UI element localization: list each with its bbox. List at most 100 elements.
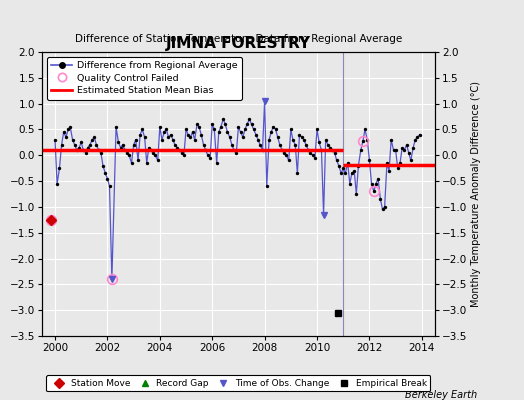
Point	[334, 162, 343, 169]
Point	[200, 142, 208, 148]
Point	[201, 147, 210, 153]
Point	[376, 196, 385, 202]
Title: JIMNA FORESTRY: JIMNA FORESTRY	[166, 36, 311, 51]
Point	[51, 136, 59, 143]
Point	[116, 144, 125, 151]
Point	[331, 150, 339, 156]
Point	[304, 147, 312, 153]
Point	[236, 129, 245, 135]
Point	[400, 147, 408, 153]
Y-axis label: Monthly Temperature Anomaly Difference (°C): Monthly Temperature Anomaly Difference (…	[472, 81, 482, 307]
Point	[300, 136, 308, 143]
Point	[156, 124, 164, 130]
Point	[276, 142, 284, 148]
Point	[173, 144, 181, 151]
Point	[118, 142, 127, 148]
Point	[62, 134, 70, 140]
Point	[154, 157, 162, 164]
Point	[274, 134, 282, 140]
Point	[372, 180, 380, 187]
Legend: Station Move, Record Gap, Time of Obs. Change, Empirical Break: Station Move, Record Gap, Time of Obs. C…	[47, 375, 430, 392]
Point	[365, 157, 374, 164]
Point	[77, 139, 85, 146]
Point	[103, 175, 112, 182]
Point	[160, 129, 168, 135]
Point	[151, 152, 159, 158]
Point	[385, 168, 393, 174]
Point	[99, 162, 107, 169]
Point	[203, 152, 212, 158]
Point	[195, 124, 203, 130]
Point	[112, 124, 120, 130]
Point	[306, 150, 314, 156]
Point	[197, 132, 205, 138]
Point	[216, 124, 225, 130]
Point	[291, 142, 299, 148]
Point	[387, 136, 395, 143]
Point	[319, 212, 328, 218]
Point	[114, 139, 123, 146]
Point	[234, 124, 243, 130]
Point	[407, 157, 415, 164]
Point	[345, 180, 354, 187]
Point	[186, 134, 194, 140]
Point	[356, 147, 365, 153]
Point	[328, 147, 336, 153]
Point	[55, 165, 63, 171]
Point	[341, 170, 350, 176]
Point	[90, 134, 99, 140]
Point	[210, 126, 219, 133]
Point	[263, 183, 271, 190]
Point	[81, 150, 90, 156]
Point	[332, 157, 341, 164]
Point	[394, 165, 402, 171]
Point	[225, 134, 234, 140]
Point	[232, 150, 241, 156]
Point	[350, 168, 358, 174]
Point	[149, 150, 157, 156]
Point	[206, 155, 214, 161]
Point	[343, 160, 352, 166]
Point	[70, 142, 79, 148]
Point	[219, 116, 227, 122]
Point	[88, 136, 96, 143]
Point	[171, 142, 179, 148]
Point	[75, 144, 83, 151]
Point	[227, 142, 236, 148]
Point	[363, 136, 372, 143]
Point	[175, 147, 183, 153]
Point	[369, 188, 378, 195]
Point	[380, 204, 389, 210]
Point	[164, 134, 172, 140]
Point	[247, 121, 256, 128]
Point	[83, 144, 92, 151]
Point	[184, 132, 192, 138]
Point	[167, 132, 175, 138]
Point	[221, 121, 230, 128]
Point	[260, 98, 269, 104]
Point	[271, 126, 280, 133]
Point	[321, 136, 330, 143]
Point	[308, 152, 316, 158]
Point	[101, 170, 110, 176]
Point	[59, 129, 68, 135]
Point	[241, 126, 249, 133]
Point	[243, 121, 251, 128]
Point	[389, 147, 398, 153]
Point	[315, 139, 323, 146]
Point	[249, 126, 258, 133]
Point	[258, 147, 267, 153]
Point	[223, 129, 232, 135]
Point	[324, 142, 332, 148]
Point	[72, 147, 81, 153]
Point	[138, 126, 146, 133]
Point	[190, 136, 199, 143]
Point	[402, 142, 411, 148]
Point	[311, 155, 319, 161]
Point	[396, 160, 405, 166]
Point	[94, 147, 103, 153]
Point	[212, 160, 221, 166]
Point	[177, 150, 185, 156]
Point	[298, 134, 306, 140]
Point	[317, 147, 325, 153]
